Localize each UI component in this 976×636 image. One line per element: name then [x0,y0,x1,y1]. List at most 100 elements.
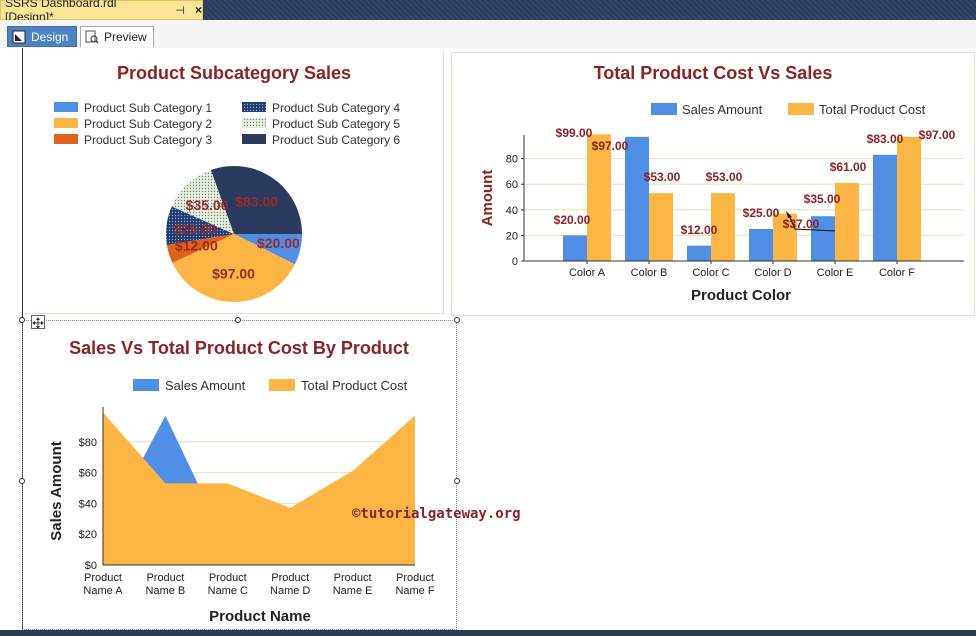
bar-total-product-cost [835,182,859,261]
area-legend: Sales Amount Total Product Cost [133,378,408,393]
bar-sales-amount [625,136,649,261]
bar-y-axis-title: Amount [479,170,496,227]
bar-x-tick-label: Color A [569,267,606,279]
area-y-tick-label: $20 [79,529,97,541]
pin-icon[interactable]: ⊣ [175,4,185,17]
bar-x-tick-label: Color D [754,267,791,279]
resize-handle-nw[interactable] [19,317,25,323]
bar-legend-label: Sales Amount [682,102,763,117]
bar-legend-swatch [651,103,677,115]
bar-total-product-cost [897,136,921,261]
resize-handle-e[interactable] [454,478,460,484]
pie-legend-label: Product Sub Category 4 [272,101,400,115]
area-series [103,412,415,565]
pie-slice [210,166,302,234]
area-x-tick-label: Name C [208,585,248,597]
bar-data-label: $37.00 [783,217,820,231]
bar-x-axis-title: Product Color [691,287,791,304]
bar-data-labels: $20.00$99.00$97.00$53.00$12.00$53.00$25.… [554,126,956,237]
tab-preview[interactable]: Preview [80,26,154,47]
bar-y-tick-label: 0 [512,256,518,268]
bar-sales-amount [811,216,835,261]
area-y-axis-title: Sales Amount [48,441,65,540]
bar-chart-title: Total Product Cost Vs Sales [594,63,833,83]
resize-handle-ne[interactable] [454,317,460,323]
pie-legend: Product Sub Category 1 Product Sub Catego… [54,101,400,147]
pie-data-label: $97.00 [212,265,255,281]
close-icon[interactable]: × [194,3,202,17]
area-legend-label: Total Product Cost [301,378,408,393]
pie-data-label: $20.00 [257,235,300,251]
pie-legend-label: Product Sub Category 6 [272,133,400,147]
bar-x-tick-label: Color F [879,267,915,279]
bar-y-tick-label: 20 [506,230,518,242]
bar-data-label: $25.00 [743,206,780,220]
resize-handle-n[interactable] [235,317,241,323]
pie-data-label: $35.00 [186,197,229,213]
move-handle[interactable] [31,315,45,329]
bar-sales-amount [873,154,897,261]
pie-legend-label: Product Sub Category 1 [84,101,212,115]
pie-chart-title: Product Subcategory Sales [117,63,351,83]
pie-data-label: $12.00 [175,238,218,254]
pie-slice [166,234,234,263]
bar-data-label: $20.00 [554,213,591,227]
pie-legend-swatch [54,118,78,128]
bar-x-tick-label: Color C [692,267,729,279]
tab-design[interactable]: Design [7,26,77,47]
area-x-tick-label: Name B [146,585,186,597]
bar-x-tick-label: Color B [631,267,668,279]
bar-y-tick-label: 60 [506,179,518,191]
bar-series [563,134,921,261]
pie-slice [234,234,302,265]
area-x-tick-label: Name D [270,585,310,597]
bar-data-label: $99.00 [556,126,593,140]
pie-data-label: $83.00 [235,194,278,210]
pie-legend-label: Product Sub Category 2 [84,117,212,131]
area-x-tick-label: Product [396,572,434,584]
bar-legend-label: Total Product Cost [819,102,926,117]
bar-data-label: $83.00 [867,132,904,146]
design-icon [12,30,26,43]
area-chart-panel[interactable]: Sales Vs Total Product Cost By Product S… [22,320,457,630]
area-x-tick-label: Product [146,572,184,584]
area-x-tick-label: Product [334,572,372,584]
pie-slice [172,234,295,302]
bar-data-label: $35.00 [804,192,841,206]
area-x-tick-label: Name F [395,585,434,597]
pie-chart: Product Subcategory Sales Product Sub Ca… [54,63,400,302]
pie-legend-swatch [54,134,78,144]
area-legend-label: Sales Amount [165,378,246,393]
bar-total-product-cost [773,213,797,261]
area-x-tick-label: Name E [333,585,373,597]
area-x-tick-label: Product [271,572,309,584]
bar-legend-swatch [788,103,814,115]
bar-axes: 0 20 40 60 80 Color A Color B Color C Color D Col… [506,135,964,279]
move-icon [32,317,44,329]
area-x-tick-label: Product [209,572,247,584]
document-tab[interactable]: SSRS Dashboard.rdl [Design]* ⊣ × [0,0,203,24]
bar-chart-panel[interactable]: Total Product Cost Vs Sales Sales Amount… [451,52,975,316]
pie-chart-panel[interactable]: Product Subcategory Sales Product Sub Ca… [24,52,444,314]
area-y-tick-label: $60 [79,468,97,480]
bar-chart: Total Product Cost Vs Sales Sales Amount… [479,63,964,304]
bar-y-tick-label: 80 [506,154,518,166]
label-leader-line [788,214,836,232]
pie-legend-label: Product Sub Category 5 [272,117,400,131]
bar-sales-amount [687,245,711,261]
bar-legend: Sales Amount Total Product Cost [651,102,926,117]
area-x-tick-label: Product [84,572,122,584]
view-tab-strip: Design Preview [0,20,976,49]
pie-data-labels: $20.00$97.00 $12.00$25.00 $35.00 $83.00 [173,194,300,282]
area-y-tick-label: $80 [79,437,97,449]
area-x-tick-label: Name A [83,585,123,597]
title-bar [0,0,976,20]
area-total-product-cost [103,412,415,565]
bar-data-label: $53.00 [706,170,743,184]
resize-handle-w[interactable] [19,478,25,484]
bar-data-label: $61.00 [830,160,867,174]
pie-legend-swatch [54,102,78,112]
bar-total-product-cost [587,134,611,261]
preview-icon [85,30,99,44]
